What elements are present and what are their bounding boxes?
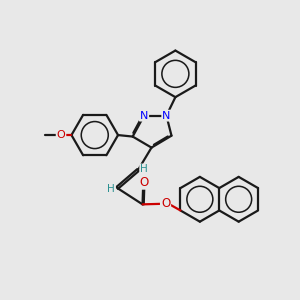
Text: O: O (139, 176, 148, 189)
Text: N: N (162, 111, 171, 121)
Text: O: O (57, 130, 65, 140)
Text: H: H (107, 184, 115, 194)
Text: H: H (140, 164, 148, 174)
Text: O: O (161, 197, 170, 210)
Text: N: N (140, 111, 148, 121)
